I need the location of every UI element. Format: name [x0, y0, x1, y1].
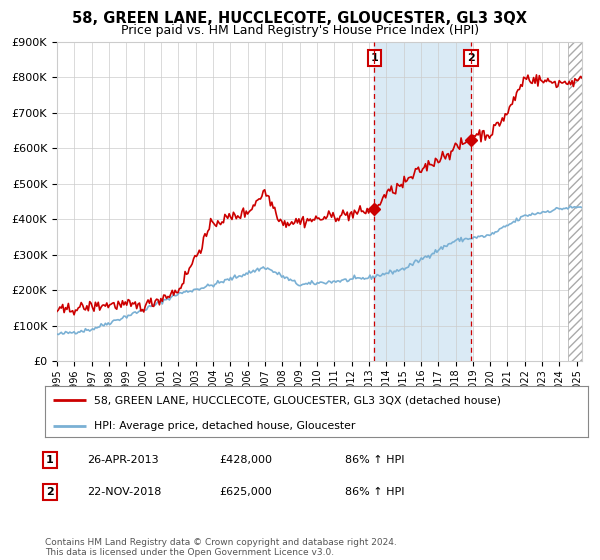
Text: 58, GREEN LANE, HUCCLECOTE, GLOUCESTER, GL3 3QX (detached house): 58, GREEN LANE, HUCCLECOTE, GLOUCESTER, …	[94, 395, 501, 405]
Text: Price paid vs. HM Land Registry's House Price Index (HPI): Price paid vs. HM Land Registry's House …	[121, 24, 479, 36]
Text: 86% ↑ HPI: 86% ↑ HPI	[345, 455, 404, 465]
Text: 1: 1	[46, 455, 53, 465]
Bar	[568, 42, 582, 361]
Text: 86% ↑ HPI: 86% ↑ HPI	[345, 487, 404, 497]
Text: £428,000: £428,000	[219, 455, 272, 465]
Text: £625,000: £625,000	[219, 487, 272, 497]
Text: Contains HM Land Registry data © Crown copyright and database right 2024.
This d: Contains HM Land Registry data © Crown c…	[45, 538, 397, 557]
Text: 58, GREEN LANE, HUCCLECOTE, GLOUCESTER, GL3 3QX: 58, GREEN LANE, HUCCLECOTE, GLOUCESTER, …	[73, 11, 527, 26]
Text: 2: 2	[46, 487, 53, 497]
Text: 1: 1	[371, 53, 379, 63]
Text: 22-NOV-2018: 22-NOV-2018	[87, 487, 161, 497]
Text: 26-APR-2013: 26-APR-2013	[87, 455, 158, 465]
Bar	[374, 42, 471, 361]
Text: 2: 2	[467, 53, 475, 63]
Text: HPI: Average price, detached house, Gloucester: HPI: Average price, detached house, Glou…	[94, 421, 355, 431]
